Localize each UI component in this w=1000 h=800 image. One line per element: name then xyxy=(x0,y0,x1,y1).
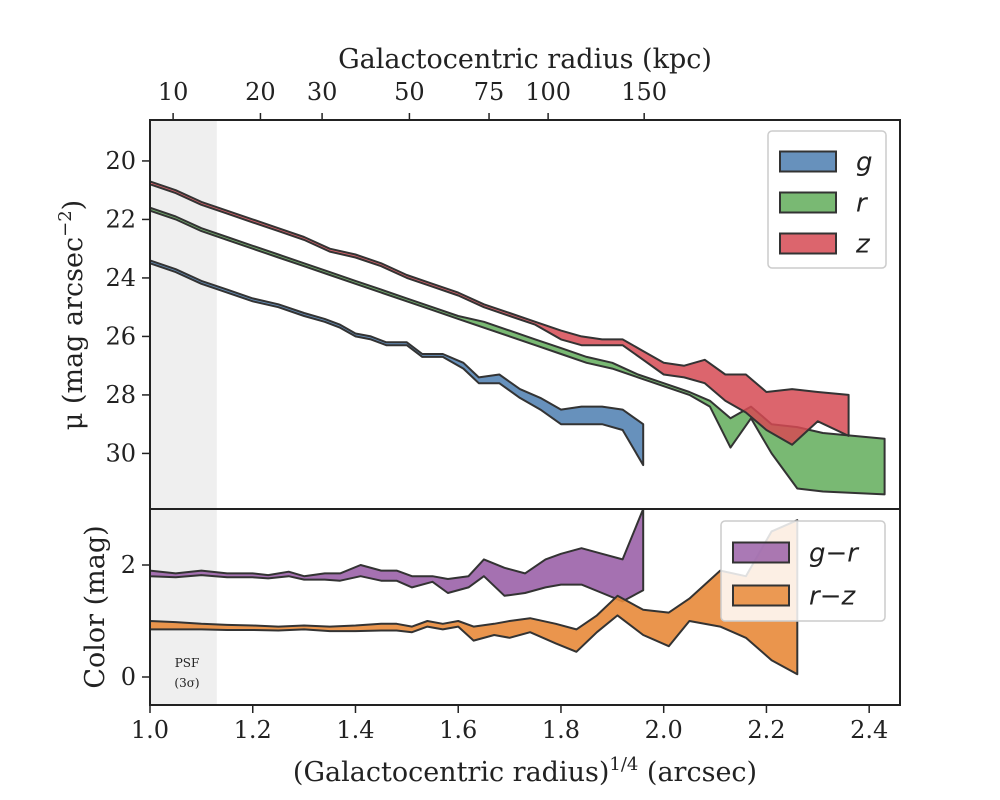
legend-label: r−z xyxy=(809,582,856,612)
psf-sublabel: (3σ) xyxy=(174,676,199,690)
x-tick-label: 1.2 xyxy=(234,716,272,744)
legend-swatch xyxy=(779,150,837,173)
x-tick-label: 1.0 xyxy=(131,716,169,744)
secondary-x-tick-label: 30 xyxy=(307,78,338,106)
color-y-tick-label: 2 xyxy=(121,551,136,579)
bottom-x-ticks: 1.0 1.2 1.4 1.6 1.8 2.0 2.2 2.4 xyxy=(131,705,888,744)
band-r xyxy=(149,206,886,496)
legend-swatch xyxy=(779,232,837,255)
secondary-x-tick-label: 150 xyxy=(621,78,667,106)
secondary-x-axis-title: Galactocentric radius (kpc) xyxy=(338,44,712,75)
secondary-x-tick-label: 75 xyxy=(474,78,505,106)
legend-swatch xyxy=(779,191,837,214)
top-y-ticks: 20 22 24 26 28 30 xyxy=(105,147,150,467)
x-tick-label: 2.2 xyxy=(747,716,785,744)
bottom-legend: g−r r−z xyxy=(720,520,886,622)
y-tick-label: 26 xyxy=(105,322,136,350)
top-y-axis-title: μ (mag arcsec−2) xyxy=(55,200,89,430)
legend-label: g xyxy=(856,148,873,178)
y-tick-label: 22 xyxy=(105,205,136,233)
secondary-x-tick-label: 20 xyxy=(245,78,276,106)
x-tick-label: 2.4 xyxy=(850,716,888,744)
x-tick-label: 1.8 xyxy=(542,716,580,744)
legend-swatch xyxy=(732,541,790,564)
x-tick-label: 1.4 xyxy=(336,716,374,744)
band-r-minus-z xyxy=(150,519,799,676)
legend-label: r xyxy=(856,189,869,219)
bottom-y-axis-title: Color (mag) xyxy=(80,525,111,688)
bottom-panel-frame xyxy=(149,508,901,706)
y-tick-label: 30 xyxy=(105,439,136,467)
secondary-x-tick-label: 100 xyxy=(525,78,571,106)
y-tick-label: 24 xyxy=(105,264,136,292)
legend-label: z xyxy=(855,230,871,260)
x-tick-label: 2.0 xyxy=(645,716,683,744)
x-tick-label: 1.6 xyxy=(439,716,477,744)
band-z xyxy=(149,180,850,446)
color-y-tick-label: 0 xyxy=(121,663,136,691)
psf-label: PSF xyxy=(175,656,200,670)
secondary-x-tick-label: 50 xyxy=(394,78,425,106)
legend-swatch xyxy=(732,584,790,607)
psf-shaded-region-top xyxy=(150,120,217,509)
secondary-x-tick-label: 10 xyxy=(158,78,189,106)
band-g-minus-r xyxy=(150,509,645,603)
top-secondary-x-ticks: 10 20 30 50 75 100 150 xyxy=(158,78,667,120)
bottom-y-ticks: 02 xyxy=(121,551,150,691)
y-tick-label: 28 xyxy=(105,381,136,409)
color-series xyxy=(150,509,799,676)
y-tick-label: 20 xyxy=(105,147,136,175)
surface-brightness-series xyxy=(149,180,886,496)
x-axis-title: (Galactocentric radius)1/4 (arcsec) xyxy=(293,754,757,788)
top-legend: grz xyxy=(767,130,887,269)
legend-label: g−r xyxy=(809,539,860,569)
psf-shaded-region-bottom xyxy=(150,509,217,705)
band-g xyxy=(149,259,645,467)
